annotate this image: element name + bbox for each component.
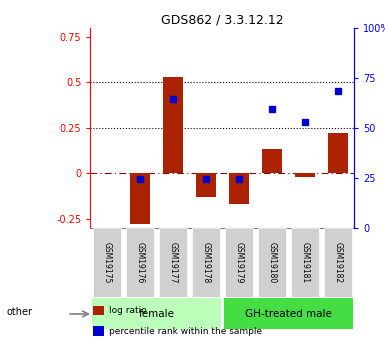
Text: GSM19179: GSM19179 <box>234 241 243 283</box>
Text: other: other <box>7 307 32 317</box>
Text: GSM19175: GSM19175 <box>102 241 112 283</box>
Bar <box>93 228 121 297</box>
Bar <box>225 228 253 297</box>
Bar <box>130 173 150 224</box>
Text: GH-treated male: GH-treated male <box>245 309 332 319</box>
Bar <box>159 228 187 297</box>
Text: female: female <box>138 309 174 319</box>
Bar <box>224 298 353 329</box>
Bar <box>163 77 183 173</box>
Title: GDS862 / 3.3.12.12: GDS862 / 3.3.12.12 <box>161 13 284 27</box>
Bar <box>291 228 319 297</box>
Text: GSM19176: GSM19176 <box>136 241 144 283</box>
Bar <box>258 228 286 297</box>
Text: GSM19181: GSM19181 <box>300 241 309 283</box>
Bar <box>126 228 154 297</box>
Bar <box>262 149 282 173</box>
Text: GSM19177: GSM19177 <box>168 241 177 283</box>
Bar <box>192 228 220 297</box>
Bar <box>92 298 221 329</box>
Bar <box>196 173 216 197</box>
Bar <box>328 133 348 173</box>
Bar <box>93 306 104 315</box>
Text: log ratio: log ratio <box>109 306 147 315</box>
Bar <box>229 173 249 204</box>
Bar <box>295 173 315 177</box>
Bar <box>93 326 104 336</box>
Text: GSM19178: GSM19178 <box>201 241 210 283</box>
Bar <box>324 228 352 297</box>
Text: GSM19180: GSM19180 <box>267 241 276 283</box>
Text: GSM19182: GSM19182 <box>333 241 342 283</box>
Text: percentile rank within the sample: percentile rank within the sample <box>109 327 262 336</box>
